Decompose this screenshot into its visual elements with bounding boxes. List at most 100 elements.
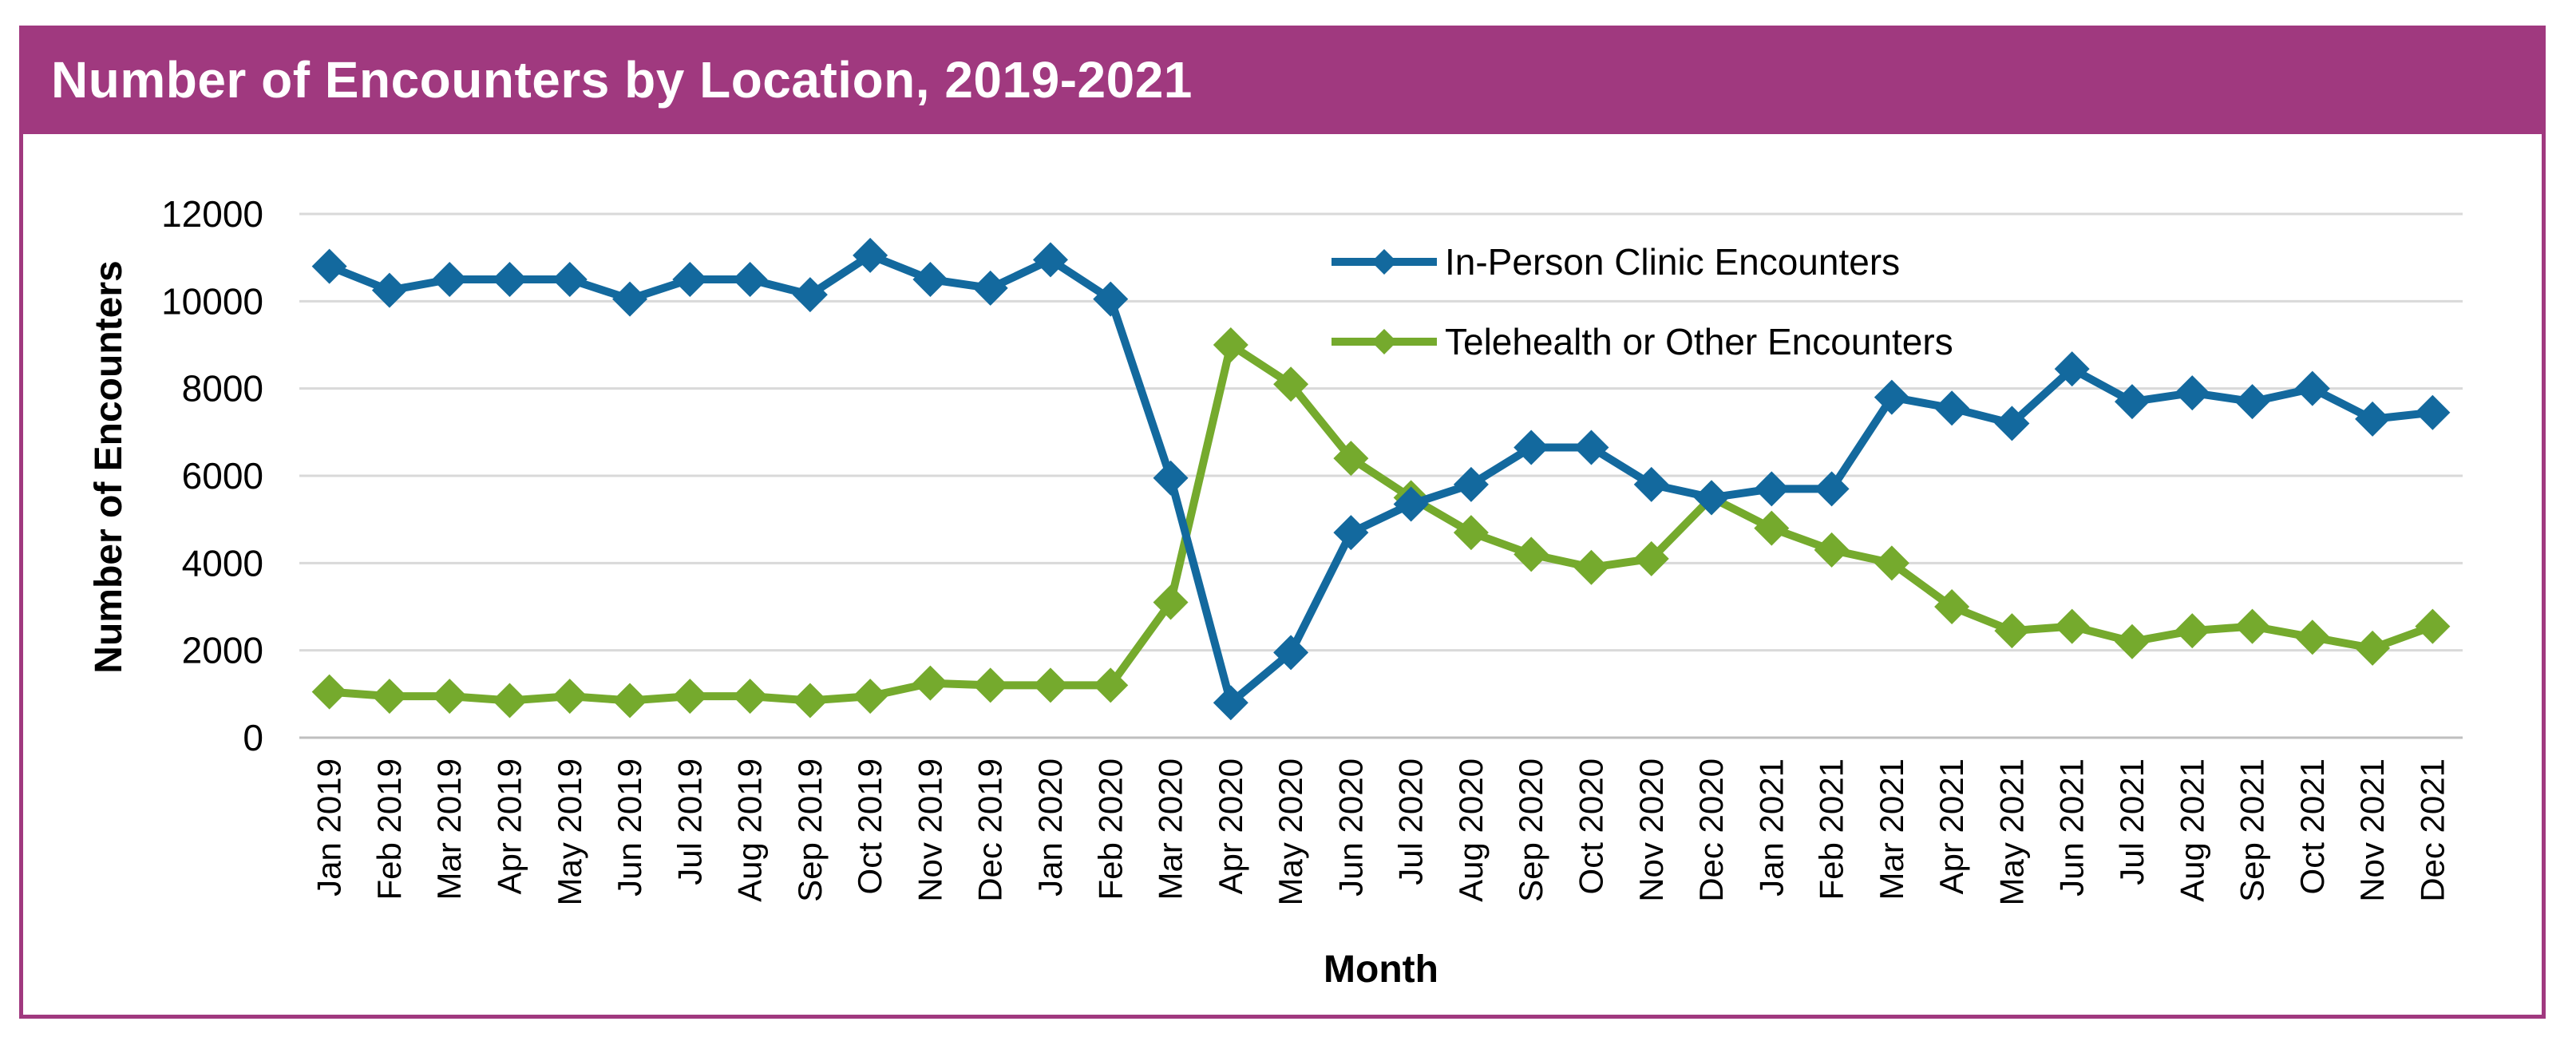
data-point xyxy=(2114,384,2150,420)
data-point xyxy=(2054,351,2090,387)
data-point xyxy=(612,281,648,317)
data-point xyxy=(432,679,468,715)
x-tick-label: Jul 2020 xyxy=(1392,758,1430,885)
x-tick-label: Oct 2021 xyxy=(2293,758,2331,894)
x-tick-label: Apr 2020 xyxy=(1212,758,1249,894)
data-point xyxy=(1874,545,1909,581)
data-point xyxy=(2415,608,2451,644)
x-tick-label: Sep 2021 xyxy=(2234,758,2271,902)
data-point xyxy=(1874,379,1909,415)
legend-item-telehealth: Telehealth or Other Encounters xyxy=(1332,321,1953,362)
data-point xyxy=(552,262,588,297)
data-point xyxy=(1994,406,2030,441)
data-point xyxy=(853,679,888,715)
data-point xyxy=(1754,510,1790,546)
x-tick-label: Jul 2021 xyxy=(2113,758,2151,885)
data-point xyxy=(912,665,948,701)
x-tick-label: May 2020 xyxy=(1272,758,1309,905)
y-tick-label: 8000 xyxy=(182,368,263,410)
x-tick-label: Jul 2019 xyxy=(671,758,708,885)
data-point xyxy=(1514,536,1549,572)
data-point xyxy=(2415,394,2451,430)
series-layer xyxy=(311,237,2451,721)
x-tick-label: Jan 2021 xyxy=(1752,758,1790,897)
data-point xyxy=(1934,589,1970,624)
data-point xyxy=(672,262,708,297)
data-point xyxy=(1573,549,1609,585)
data-point xyxy=(1453,466,1489,502)
chart-frame xyxy=(19,26,2546,1019)
data-point xyxy=(311,674,347,710)
data-point xyxy=(912,262,948,297)
data-point xyxy=(1273,366,1309,402)
legend-item-in-person: In-Person Clinic Encounters xyxy=(1332,241,1900,283)
x-tick-label: Jan 2020 xyxy=(1031,758,1069,897)
legend-label: Telehealth or Other Encounters xyxy=(1445,321,1953,362)
data-point xyxy=(2234,384,2270,420)
data-point xyxy=(1514,429,1549,465)
data-point xyxy=(1453,515,1489,551)
data-point xyxy=(1213,685,1248,721)
data-point xyxy=(1153,460,1189,496)
x-tick-label: Feb 2019 xyxy=(370,758,408,900)
legend-swatch-marker xyxy=(1371,249,1397,275)
legend: In-Person Clinic Encounters Telehealth or… xyxy=(1332,241,1953,362)
y-tick-label: 6000 xyxy=(182,455,263,497)
x-tick-label: Dec 2020 xyxy=(1692,758,1730,902)
x-tick-label: Aug 2019 xyxy=(731,758,769,902)
x-tick-label: Aug 2020 xyxy=(1452,758,1490,902)
title-bar: Number of Encounters by Location, 2019-2… xyxy=(19,26,2546,134)
y-tick-label: 4000 xyxy=(182,542,263,584)
data-point xyxy=(371,272,407,308)
data-point xyxy=(612,683,648,718)
x-tick-label: Apr 2021 xyxy=(1933,758,1970,894)
x-axis-ticks: Jan 2019 Feb 2019 Mar 2019 Apr 2019 May 2019… xyxy=(311,758,2451,905)
y-axis-title: Number of Encounters xyxy=(88,260,130,673)
data-point xyxy=(1093,667,1129,703)
data-point xyxy=(552,679,588,715)
data-point xyxy=(1393,486,1429,522)
x-tick-label: Nov 2020 xyxy=(1632,758,1670,902)
x-tick-label: Mar 2019 xyxy=(430,758,468,900)
data-point xyxy=(792,683,828,718)
x-tick-label: Feb 2020 xyxy=(1091,758,1129,900)
data-point xyxy=(1153,584,1189,620)
x-tick-label: Dec 2021 xyxy=(2413,758,2451,902)
x-tick-label: Apr 2019 xyxy=(490,758,528,894)
legend-swatch-marker xyxy=(1371,329,1397,354)
data-point xyxy=(492,262,528,297)
data-point xyxy=(1213,327,1248,362)
data-point xyxy=(1934,390,1970,426)
x-tick-label: Jun 2019 xyxy=(611,758,648,897)
x-tick-label: Aug 2021 xyxy=(2173,758,2210,902)
data-point xyxy=(1754,471,1790,507)
x-tick-label: May 2021 xyxy=(1992,758,2030,905)
chart-title: Number of Encounters by Location, 2019-2… xyxy=(51,51,1193,109)
x-tick-label: Nov 2019 xyxy=(911,758,948,902)
x-tick-label: May 2019 xyxy=(551,758,588,905)
data-point xyxy=(672,679,708,715)
x-tick-label: Oct 2020 xyxy=(1572,758,1609,894)
x-tick-label: Jun 2020 xyxy=(1332,758,1369,897)
data-point xyxy=(1814,532,1850,568)
data-point xyxy=(2355,401,2391,437)
data-point xyxy=(972,270,1008,306)
data-point xyxy=(972,667,1008,703)
series-telehealth xyxy=(311,327,2451,718)
data-point xyxy=(1333,515,1369,551)
data-point xyxy=(1333,441,1369,477)
x-tick-label: Jan 2019 xyxy=(311,758,348,897)
x-tick-label: Sep 2019 xyxy=(791,758,829,902)
x-tick-label: Dec 2019 xyxy=(971,758,1009,902)
data-point xyxy=(1573,429,1609,465)
y-tick-label: 12000 xyxy=(161,193,263,235)
data-point xyxy=(2294,620,2330,655)
data-point xyxy=(2114,623,2150,659)
data-point xyxy=(1032,667,1068,703)
data-point xyxy=(1093,281,1129,317)
data-point xyxy=(732,262,768,297)
x-tick-label: Mar 2021 xyxy=(1873,758,1910,900)
x-tick-label: Oct 2019 xyxy=(851,758,888,894)
data-point xyxy=(492,683,528,718)
